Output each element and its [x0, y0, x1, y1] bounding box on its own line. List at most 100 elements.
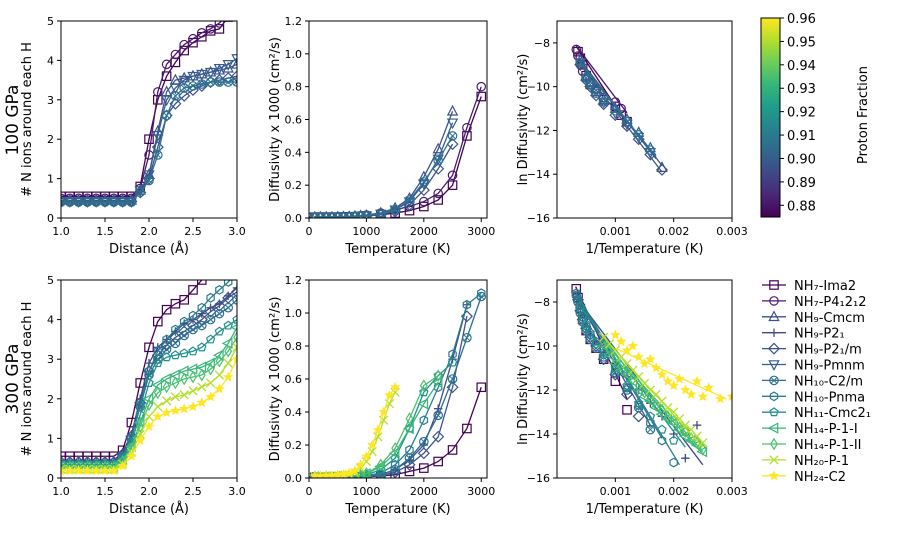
x-tick-label: 0.003: [716, 225, 748, 238]
x-tick-label: 2.5: [184, 225, 202, 238]
legend-item: NH₁₀-Pnma: [762, 390, 865, 405]
plot-area: [309, 288, 487, 478]
data-point: [419, 387, 429, 397]
y-tick-label: 1: [47, 173, 54, 186]
y-tick-label: 5: [47, 15, 54, 28]
data-point: [645, 385, 655, 395]
plot-area: [309, 81, 487, 218]
legend-item: NH₉-P2₁/m: [762, 342, 862, 358]
data-point: [476, 91, 487, 102]
x-axis-label: 1/Temperature (K): [586, 242, 704, 257]
data-point: [674, 373, 685, 384]
data-point: [64, 465, 76, 476]
data-point: [186, 363, 198, 375]
data-point: [633, 398, 644, 408]
legend-item: NH₁₄-P-1-I: [762, 422, 858, 437]
data-point: [213, 299, 226, 312]
legend-marker: [767, 342, 781, 355]
data-point: [204, 305, 217, 318]
data-point: [204, 67, 217, 79]
data-point: [419, 436, 429, 447]
y-tick-label: 2: [47, 393, 54, 406]
data-point: [390, 459, 400, 470]
series-line: [61, 21, 227, 197]
data-point: [611, 352, 620, 366]
y-tick-label: 3: [47, 94, 54, 107]
data-point: [419, 379, 428, 392]
data-point: [433, 410, 443, 421]
legend-label: NH₇-P4₁2₁2: [794, 295, 866, 310]
data-point: [622, 380, 632, 390]
data-point: [223, 358, 233, 368]
legend-label: NH₉-P2₁/m: [794, 343, 862, 358]
data-point: [197, 342, 207, 352]
data-point: [632, 410, 645, 423]
legend-marker: [770, 437, 778, 451]
data-point: [476, 382, 487, 393]
data-point: [186, 319, 200, 332]
data-point: [628, 372, 637, 386]
data-point: [462, 332, 472, 343]
data-point: [447, 357, 458, 367]
data-point: [160, 95, 173, 107]
y-axis-label: ln Diffusivity (cm²/s): [516, 54, 531, 186]
data-point: [179, 295, 189, 305]
data-point: [196, 69, 208, 81]
data-point: [90, 465, 102, 476]
data-point: [652, 399, 661, 412]
data-point: [233, 5, 241, 13]
axes-frame: [556, 279, 733, 479]
data-point: [419, 196, 429, 207]
data-point: [404, 195, 415, 205]
data-point: [187, 401, 199, 412]
legend-item: NH₁₄-P-1-II: [762, 437, 862, 453]
data-point: [224, 344, 233, 358]
data-point: [627, 340, 639, 351]
data-point: [417, 398, 429, 410]
y-tick-label: 0.2: [285, 179, 303, 192]
x-tick-label: 1000: [352, 225, 380, 238]
legend-item: NH₉-Pmnm: [762, 359, 865, 374]
legend-item: NH₁₁-Cmc2₁: [762, 406, 871, 421]
data-point: [572, 288, 581, 299]
data-point: [133, 416, 145, 429]
y-tick-label: −8: [534, 296, 550, 309]
data-point: [197, 382, 207, 392]
data-point: [574, 58, 587, 71]
legend-marker: [768, 360, 780, 371]
colorbar-tick-label: 0.89: [787, 176, 816, 191]
legend-label: NH₁₄-P-1-I: [794, 422, 858, 437]
data-point: [197, 280, 207, 285]
data-point: [117, 460, 128, 471]
data-point: [447, 374, 458, 384]
x-tick-label: 1.5: [96, 225, 114, 238]
data-point: [378, 406, 389, 417]
series-0: [309, 91, 487, 218]
x-tick-label: 2.0: [140, 485, 158, 498]
data-point: [432, 430, 445, 443]
data-point: [355, 459, 366, 470]
data-point: [433, 456, 443, 467]
data-point: [178, 75, 190, 87]
x-axis-label: Temperature (K): [344, 242, 450, 257]
data-point: [214, 383, 225, 394]
series-9: [61, 353, 237, 476]
data-point: [403, 458, 416, 471]
data-point: [170, 49, 181, 60]
x-tick-label: 2000: [410, 225, 438, 238]
data-point: [462, 122, 472, 133]
data-point: [640, 385, 649, 399]
series-line: [314, 111, 454, 218]
data-point: [232, 314, 237, 324]
data-point: [179, 45, 189, 56]
x-tick-label: 0.001: [600, 225, 632, 238]
data-point: [575, 57, 586, 68]
data-point: [378, 415, 389, 425]
data-point: [170, 392, 181, 402]
colorbar-tick-label: 0.90: [787, 152, 816, 167]
data-point: [162, 334, 171, 345]
data-point: [597, 98, 610, 111]
data-point: [433, 155, 443, 166]
data-point: [584, 80, 597, 93]
x-tick-label: 3.0: [228, 485, 246, 498]
